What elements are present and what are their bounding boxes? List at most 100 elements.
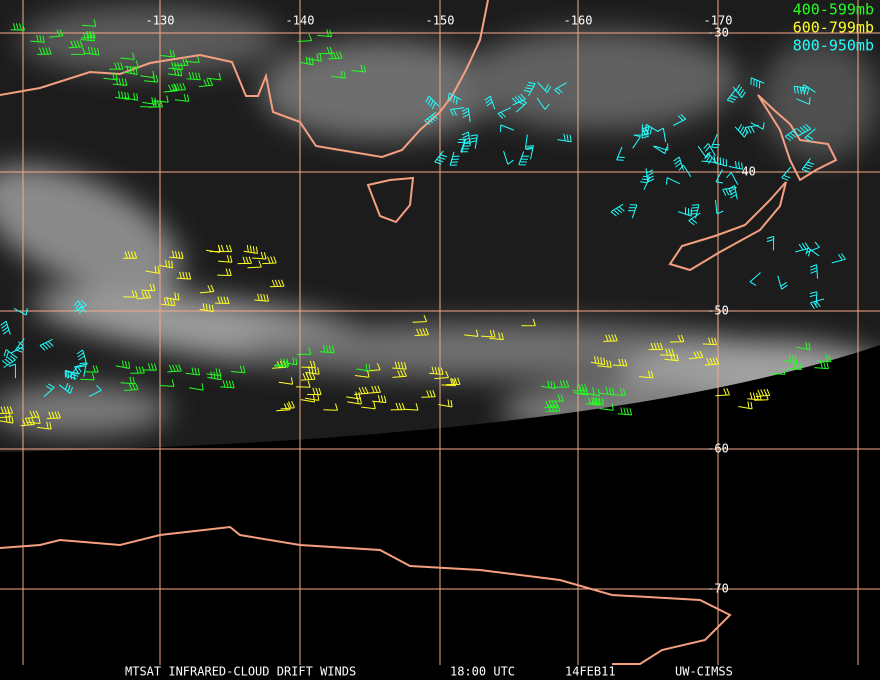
legend-entry: 600-799mb	[793, 19, 874, 37]
wind-barb	[715, 388, 730, 397]
wind-barb	[354, 386, 369, 396]
wind-barb	[469, 134, 478, 149]
wind-barb	[572, 383, 588, 392]
wind-barb	[10, 341, 24, 354]
wind-barb	[728, 161, 743, 170]
wind-barb	[770, 367, 786, 375]
wind-barb	[755, 388, 771, 398]
wind-barb	[173, 58, 189, 66]
wind-barb	[272, 360, 287, 369]
wind-barb	[810, 298, 825, 309]
wind-barb	[677, 207, 692, 217]
legend-entry: 800-950mb	[793, 37, 874, 55]
wind-barb	[784, 127, 799, 141]
wind-barb	[8, 363, 16, 379]
wind-barb	[318, 46, 333, 55]
wind-barb	[0, 320, 11, 335]
wind-barb	[174, 94, 190, 102]
wind-barb	[421, 390, 436, 398]
wind-barb	[801, 157, 815, 173]
wind-barb	[554, 82, 567, 95]
wind-barb	[269, 279, 285, 288]
wind-barb	[644, 123, 659, 135]
wind-barb	[70, 47, 86, 55]
wind-barb	[392, 361, 407, 370]
wind-barb	[296, 347, 312, 355]
wind-barb	[557, 133, 572, 143]
wind-barb	[673, 156, 684, 171]
wind-barb	[154, 95, 169, 103]
wind-barb	[523, 81, 536, 97]
wind-barb	[366, 385, 381, 394]
wind-barb	[317, 29, 332, 38]
wind-barb	[13, 307, 28, 316]
wind-barb	[585, 388, 600, 397]
wind-barb	[537, 82, 552, 93]
wind-barb	[438, 399, 453, 408]
wind-barb	[0, 406, 14, 414]
wind-barb	[68, 40, 84, 49]
wind-barb	[640, 175, 651, 190]
wind-barb	[206, 72, 222, 81]
wind-barb	[80, 373, 95, 381]
wind-barb	[599, 387, 615, 396]
wind-barb	[781, 166, 792, 181]
wind-barb	[434, 150, 448, 165]
wind-barb	[766, 235, 775, 251]
wind-barb	[782, 354, 798, 364]
wind-barb	[744, 124, 759, 134]
wind-barb	[165, 292, 180, 301]
wind-barb	[274, 360, 289, 368]
wind-barb	[354, 370, 370, 378]
wind-barb	[641, 124, 650, 139]
coastlines	[0, 0, 838, 665]
wind-barb	[58, 382, 74, 394]
wind-barb	[356, 363, 371, 372]
wind-barb	[209, 244, 225, 253]
wind-barb	[141, 283, 156, 292]
wind-barb	[120, 52, 135, 60]
wind-barb	[711, 134, 720, 149]
wind-barb	[810, 264, 818, 279]
wind-barb	[461, 107, 471, 122]
wind-barb	[3, 349, 18, 359]
wind-barb	[20, 417, 35, 427]
wind-barb	[732, 84, 746, 99]
wind-barb	[787, 362, 802, 370]
wind-barb	[46, 411, 61, 420]
wind-barb	[734, 123, 749, 138]
wind-barb	[254, 293, 269, 302]
wind-barb	[457, 138, 467, 153]
latitude-label: -40	[734, 165, 756, 179]
wind-barb	[186, 72, 201, 81]
latitude-labels: -30 -40 -50 -60 -70	[707, 26, 756, 596]
wind-barb	[590, 356, 606, 366]
wind-barb	[76, 349, 87, 364]
wind-barb	[809, 291, 818, 306]
wind-barb	[305, 366, 320, 375]
wind-barb	[73, 299, 87, 312]
wind-barb	[220, 380, 235, 389]
longitude-labels: -130 -140 -150 -160 -170	[146, 14, 733, 28]
wind-barb	[726, 172, 739, 186]
wind-barb	[434, 370, 449, 380]
wind-barb	[328, 51, 343, 60]
wind-barb	[252, 251, 267, 260]
wind-barb	[497, 107, 512, 119]
longitude-label: -150	[426, 14, 455, 28]
wind-barb	[122, 251, 138, 259]
wind-barb	[176, 271, 192, 280]
wind-barb	[300, 372, 316, 381]
longitude-label: -170	[704, 14, 733, 28]
longitude-label: -160	[564, 14, 593, 28]
wind-barb	[390, 402, 406, 411]
wind-barb	[331, 70, 346, 79]
wind-barb	[163, 84, 178, 93]
wind-barb	[648, 342, 664, 351]
wind-barb	[461, 131, 471, 146]
wind-barb	[167, 68, 183, 77]
wind-barb	[796, 97, 811, 105]
wind-barb	[198, 78, 214, 88]
wind-barb	[403, 403, 419, 411]
wind-barb	[160, 49, 176, 58]
